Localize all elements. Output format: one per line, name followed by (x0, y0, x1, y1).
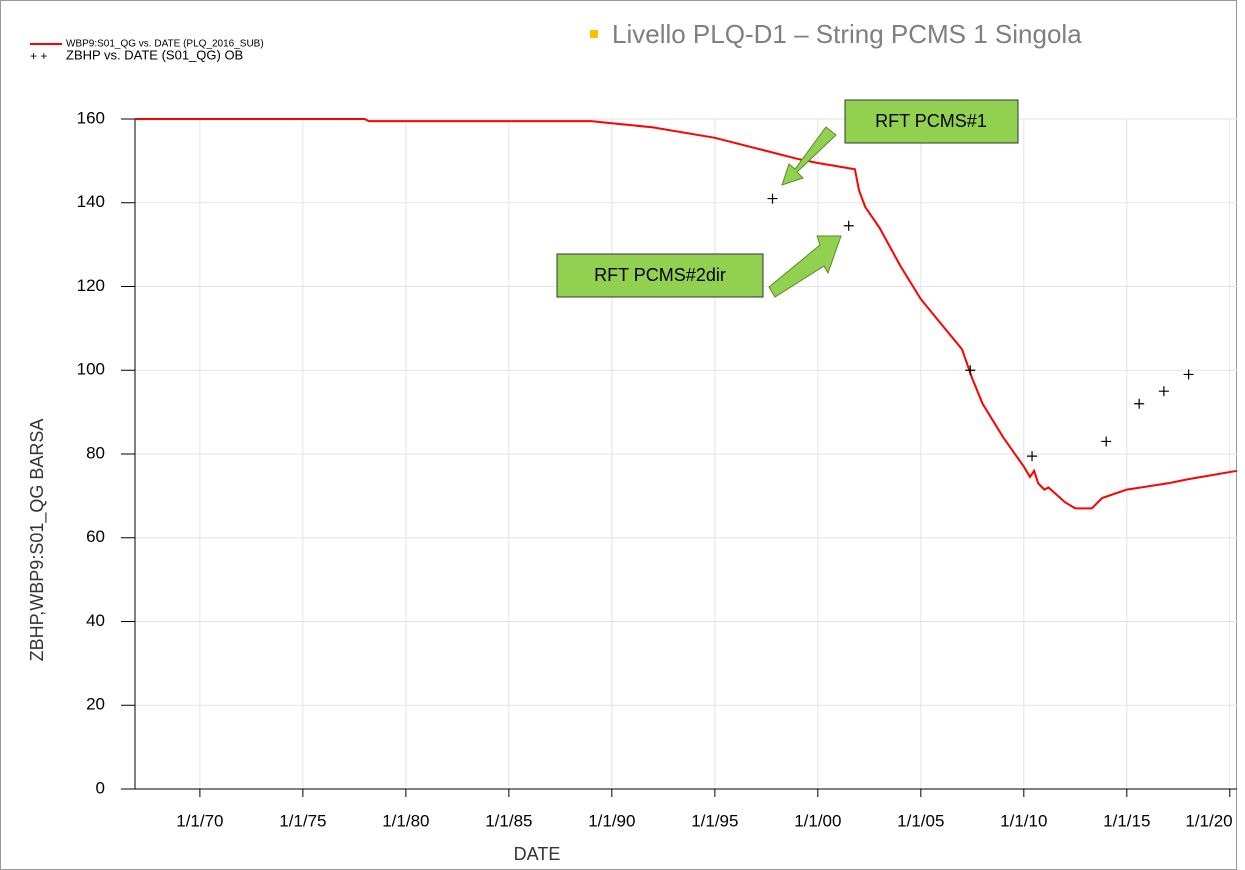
x-tick-label: 1/1/90 (588, 811, 635, 830)
title-bullet (590, 30, 598, 38)
annotation: RFT PCMS#1 (875, 111, 987, 131)
x-tick-label: 1/1/15 (1103, 811, 1150, 830)
annotation-box (556, 253, 764, 298)
y-tick-label: 140 (77, 192, 105, 211)
x-tick-label: 1/1/80 (382, 811, 429, 830)
data-point (1027, 451, 1038, 462)
x-tick-label: 1/1/85 (485, 811, 532, 830)
x-tick-label: 1/1/20 (1185, 811, 1232, 830)
arrow (781, 126, 837, 186)
data-point (1183, 369, 1194, 380)
x-tick-label: 1/1/10 (1000, 811, 1047, 830)
data-point (1158, 386, 1169, 397)
y-tick-label: 60 (86, 527, 105, 546)
data-point (1134, 398, 1145, 409)
y-tick-label: 100 (77, 360, 105, 379)
legend-label: WBP9:S01_QG vs. DATE (PLQ_2016_SUB) (66, 39, 264, 50)
x-tick-label: 1/1/70 (176, 811, 223, 830)
y-tick-label: 120 (77, 276, 105, 295)
x-axis-label: DATE (514, 844, 561, 864)
data-point (965, 365, 976, 376)
legend-marker: + + (30, 49, 47, 63)
grid: 0 20 40 60 80 100 120 140 160 1/1/70 1/1/75 1/1/80 1… (77, 108, 1237, 830)
annotation-box (844, 99, 1019, 144)
data-point (1101, 436, 1112, 447)
y-tick-label: 40 (86, 611, 105, 630)
x-tick-label: 1/1/05 (897, 811, 944, 830)
y-axis-label: ZBHP,WBP9:S01_QG BARSA (27, 419, 48, 662)
legend-label: ZBHP vs. DATE (S01_QG) OB (66, 47, 243, 62)
annotation: RFT PCMS#2dir (594, 265, 726, 285)
x-tick-label: 1/1/95 (691, 811, 738, 830)
data-point (767, 193, 778, 204)
arrow (768, 235, 842, 298)
data-point (843, 220, 854, 231)
y-tick-label: 80 (86, 443, 105, 462)
x-tick-label: 1/1/00 (794, 811, 841, 830)
y-tick-label: 0 (96, 778, 105, 797)
y-tick-label: 160 (77, 108, 105, 127)
plot (135, 118, 1238, 510)
data-line (135, 118, 1238, 510)
legend: WBP9:S01_QG vs. DATE (PLQ_2016_SUB) + + ZB… (30, 39, 264, 63)
y-tick-label: 20 (86, 695, 105, 714)
x-tick-label: 1/1/75 (279, 811, 326, 830)
chart-title: Livello PLQ-D1 – String PCMS 1 Singola (612, 19, 1082, 49)
